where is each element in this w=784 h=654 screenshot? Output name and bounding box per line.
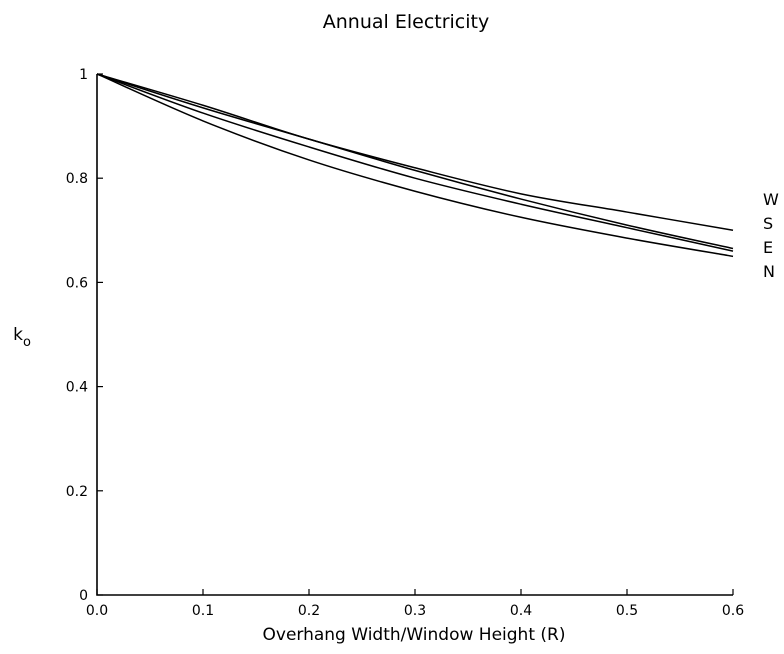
x-tick-label: 0.4 — [510, 603, 532, 619]
y-tick-label: 0.2 — [66, 484, 88, 500]
x-axis-label: Overhang Width/Window Height (R) — [263, 625, 566, 645]
series-layer — [96, 73, 734, 258]
y-tick-label: 0.4 — [66, 380, 88, 396]
y-tick-label: 0.6 — [66, 275, 88, 291]
series-line-n — [96, 73, 734, 258]
y-axis-label-subscript: o — [23, 335, 31, 350]
series-line-s — [96, 73, 734, 250]
y-axis-label: ko — [13, 325, 31, 350]
legend-label-e: E — [763, 238, 773, 257]
legend-label-n: N — [763, 262, 775, 281]
x-tick-label: 0.0 — [86, 603, 108, 619]
y-tick-label: 1 — [79, 67, 88, 83]
axes-frame — [96, 74, 733, 596]
x-tick-label: 0.3 — [404, 603, 426, 619]
series-line-w — [96, 73, 734, 232]
x-tick-label: 0.6 — [722, 603, 744, 619]
y-tick-label: 0.8 — [66, 171, 88, 187]
x-tick-label: 0.5 — [616, 603, 638, 619]
chart-title: Annual Electricity — [323, 11, 489, 33]
x-tick-label: 0.2 — [298, 603, 320, 619]
legend-label-s: S — [763, 214, 773, 233]
ticks-layer: 0.0 0.1 0.2 0.3 0.4 0.5 0.6 0 0.2 0.4 0.6 0.8 1 — [66, 67, 744, 619]
series-line-e — [96, 73, 734, 252]
x-tick-label: 0.1 — [192, 603, 214, 619]
y-tick-label: 0 — [79, 588, 88, 604]
y-axis-label-main: k — [13, 325, 23, 345]
legend-label-w: W — [763, 190, 779, 209]
